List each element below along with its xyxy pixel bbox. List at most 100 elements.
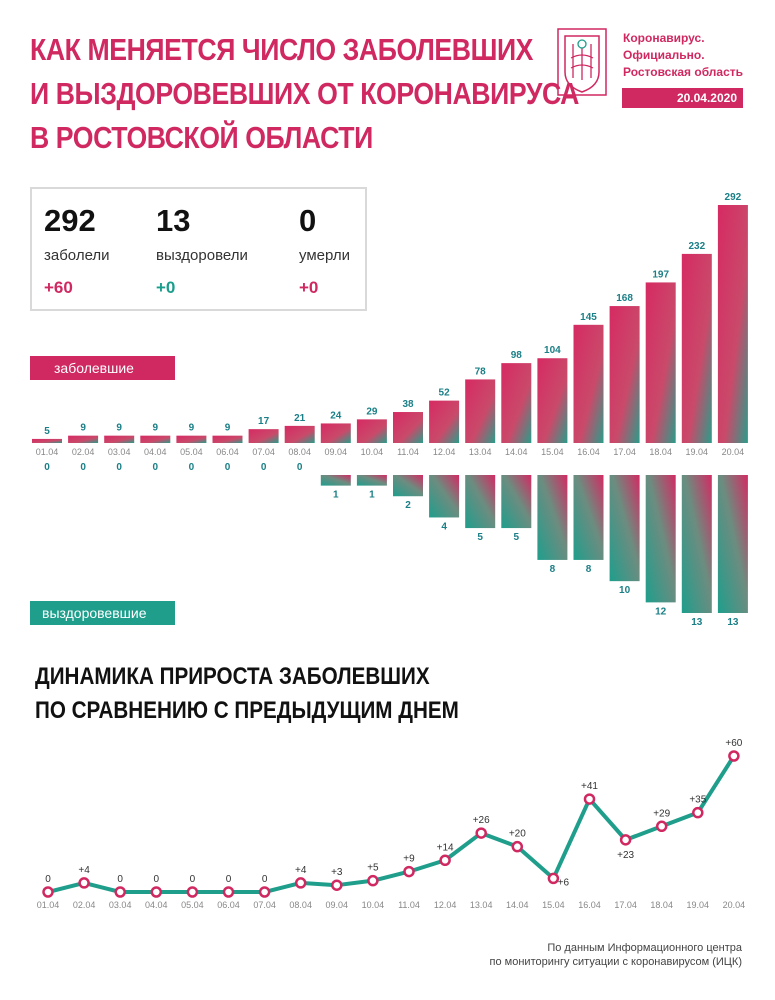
bar-sick-12.04 <box>429 400 460 443</box>
report-date: 20.04.2020 <box>622 88 743 108</box>
bar-recovered-label-16.04: 8 <box>586 564 592 575</box>
cases-bar-chart: 5 01.04 0 9 02.04 0 9 03.04 0 9 04.04 0 9 05.04 0 9 06.0… <box>32 192 748 628</box>
bar-recovered-17.04 <box>609 475 640 582</box>
bar-x-tick-18.04: 18.04 <box>649 447 672 457</box>
stat-died-label: умерли <box>299 247 350 264</box>
growth-x-tick-19.04: 19.04 <box>687 900 710 910</box>
bar-recovered-label-02.04: 0 <box>80 462 86 473</box>
bar-sick-label-03.04: 9 <box>116 423 122 434</box>
growth-title-line-2: по сравнению с предыдущим днем <box>35 697 459 724</box>
growth-x-tick-01.04: 01.04 <box>37 900 60 910</box>
bar-recovered-11.04 <box>393 475 423 497</box>
bar-sick-label-17.04: 168 <box>616 293 633 304</box>
bar-recovered-label-15.04: 8 <box>550 564 556 575</box>
bar-sick-04.04 <box>140 435 171 443</box>
growth-label-10.04: +5 <box>367 863 379 874</box>
growth-label-14.04: +20 <box>509 829 526 840</box>
growth-x-tick-03.04: 03.04 <box>109 900 132 910</box>
growth-x-tick-10.04: 10.04 <box>362 900 385 910</box>
bar-recovered-label-20.04: 13 <box>727 617 739 628</box>
legend-tag-sick: заболевшие <box>30 356 175 380</box>
bar-sick-label-04.04: 9 <box>153 423 159 434</box>
growth-x-tick-16.04: 16.04 <box>578 900 601 910</box>
legend-tag-recovered: выздоровевшие <box>30 601 175 625</box>
growth-x-tick-18.04: 18.04 <box>650 900 673 910</box>
bar-recovered-label-14.04: 5 <box>514 532 520 543</box>
growth-label-09.04: +3 <box>331 867 343 878</box>
bar-sick-07.04 <box>248 429 279 443</box>
growth-point-17.04 <box>619 834 632 846</box>
bar-sick-05.04 <box>176 435 207 443</box>
stat-died-value: 0 <box>299 203 317 238</box>
summary-stats-box: 292 заболели +60 13 выздоровели +0 0 уме… <box>30 187 367 311</box>
growth-label-18.04: +29 <box>653 808 670 819</box>
growth-point-10.04 <box>367 874 379 887</box>
growth-x-tick-13.04: 13.04 <box>470 900 493 910</box>
growth-label-11.04: +9 <box>403 854 415 865</box>
bar-x-tick-10.04: 10.04 <box>361 447 384 457</box>
bar-x-tick-15.04: 15.04 <box>541 447 564 457</box>
bar-sick-label-06.04: 9 <box>225 423 231 434</box>
brand-line-2: Официально. <box>623 48 705 62</box>
bar-recovered-label-05.04: 0 <box>189 462 195 473</box>
bar-recovered-09.04 <box>320 475 351 486</box>
bar-sick-08.04 <box>284 425 315 443</box>
growth-x-tick-14.04: 14.04 <box>506 900 529 910</box>
growth-x-tick-02.04: 02.04 <box>73 900 96 910</box>
growth-x-tick-20.04: 20.04 <box>723 900 746 910</box>
bar-sick-16.04 <box>573 324 604 443</box>
bar-recovered-label-07.04: 0 <box>261 462 267 473</box>
bar-sick-label-16.04: 145 <box>580 312 597 323</box>
growth-line <box>47 754 736 894</box>
bar-recovered-13.04 <box>465 475 496 529</box>
growth-x-tick-06.04: 06.04 <box>217 900 240 910</box>
bar-sick-label-08.04: 21 <box>294 413 306 424</box>
growth-point-11.04 <box>403 865 415 878</box>
stat-recovered-delta: +0 <box>156 278 176 297</box>
bar-x-tick-05.04: 05.04 <box>180 447 203 457</box>
bar-x-tick-08.04: 08.04 <box>288 447 311 457</box>
bar-sick-label-15.04: 104 <box>544 345 561 356</box>
growth-point-03.04 <box>114 886 126 898</box>
bar-sick-18.04 <box>645 282 676 443</box>
bar-x-tick-16.04: 16.04 <box>577 447 600 457</box>
stat-sick-label: заболели <box>44 247 110 264</box>
coat-of-arms-icon <box>557 28 607 96</box>
growth-label-15.04: +6 <box>558 877 570 888</box>
bar-x-tick-20.04: 20.04 <box>722 447 745 457</box>
growth-point-18.04 <box>655 820 668 833</box>
bar-x-tick-12.04: 12.04 <box>433 447 456 457</box>
growth-point-12.04 <box>439 854 451 867</box>
bar-sick-13.04 <box>465 379 496 443</box>
growth-x-tick-05.04: 05.04 <box>181 900 204 910</box>
bar-sick-label-12.04: 52 <box>439 388 451 399</box>
growth-x-tick-04.04: 04.04 <box>145 900 168 910</box>
bar-sick-15.04 <box>537 358 568 443</box>
source-note: По данным Информационного центра по мони… <box>490 941 742 969</box>
source-line-1: По данным Информационного центра <box>547 942 742 954</box>
growth-point-01.04 <box>42 886 54 898</box>
bar-recovered-label-18.04: 12 <box>655 606 667 617</box>
growth-x-tick-15.04: 15.04 <box>542 900 565 910</box>
growth-title-line-1: Динамика прироста заболевших <box>35 663 430 690</box>
bar-sick-11.04 <box>393 412 423 443</box>
growth-point-13.04 <box>475 827 487 839</box>
growth-label-20.04: +60 <box>725 738 742 749</box>
growth-point-06.04 <box>222 886 235 898</box>
bar-sick-label-11.04: 38 <box>402 399 414 410</box>
bar-x-tick-14.04: 14.04 <box>505 447 528 457</box>
bar-sick-14.04 <box>501 363 532 443</box>
bar-x-tick-04.04: 04.04 <box>144 447 167 457</box>
bar-sick-10.04 <box>356 419 387 443</box>
bar-recovered-label-19.04: 13 <box>691 617 703 628</box>
bar-sick-09.04 <box>320 423 351 443</box>
bar-sick-label-19.04: 232 <box>688 241 705 252</box>
bar-x-tick-01.04: 01.04 <box>36 447 59 457</box>
growth-label-03.04: 0 <box>117 874 123 885</box>
bar-recovered-16.04 <box>573 475 604 560</box>
bar-recovered-label-01.04: 0 <box>44 462 50 473</box>
bar-sick-06.04 <box>212 435 243 443</box>
bar-sick-20.04 <box>717 205 748 443</box>
growth-label-12.04: +14 <box>437 842 454 853</box>
bar-sick-label-14.04: 98 <box>511 350 523 361</box>
